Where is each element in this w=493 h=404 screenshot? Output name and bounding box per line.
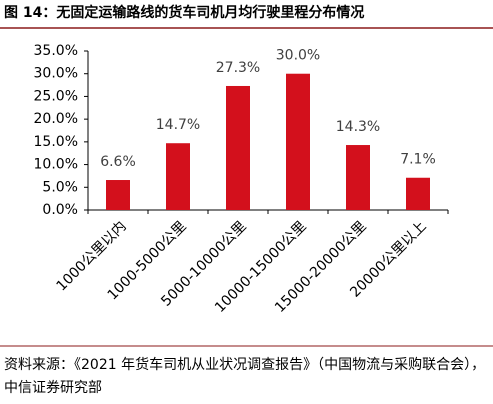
- y-tick-label: 5.0%: [42, 179, 78, 195]
- value-label: 6.6%: [100, 154, 136, 170]
- y-tick-label: 0.0%: [42, 202, 78, 218]
- value-label: 14.7%: [156, 117, 200, 133]
- value-label: 14.3%: [336, 119, 380, 135]
- chart-title: 图 14：无固定运输路线的货车司机月均行驶里程分布情况: [4, 4, 364, 21]
- y-tick-label: 30.0%: [34, 66, 78, 82]
- y-tick-label: 35.0%: [34, 43, 78, 59]
- value-label: 27.3%: [216, 60, 260, 76]
- value-label: 30.0%: [276, 48, 320, 64]
- y-tick-label: 15.0%: [34, 134, 78, 150]
- bar: [226, 85, 250, 210]
- bar: [286, 73, 310, 210]
- y-tick-label: 10.0%: [34, 157, 78, 173]
- bar: [166, 143, 190, 210]
- bar: [406, 177, 430, 210]
- source-note: 资料来源：《2021 年货车司机从业状况调查报告》（中国物流与采购联合会），中信…: [4, 357, 486, 396]
- bar: [346, 145, 370, 210]
- bar: [106, 180, 130, 210]
- y-tick-label: 25.0%: [34, 88, 78, 104]
- y-tick-label: 20.0%: [34, 111, 78, 127]
- value-label: 7.1%: [400, 152, 436, 168]
